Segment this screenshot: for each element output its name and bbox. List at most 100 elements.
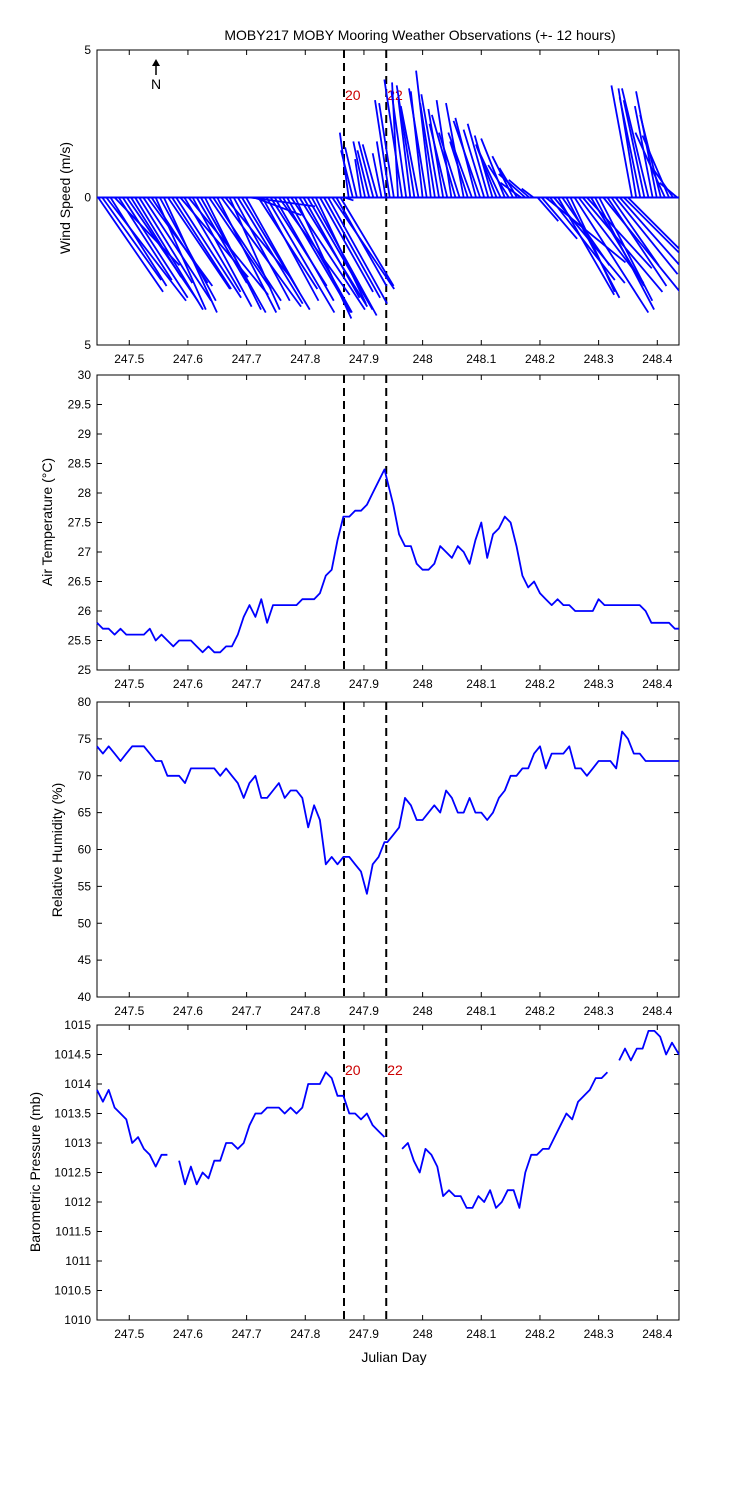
wind-stick — [378, 102, 395, 198]
wind-stick — [606, 197, 668, 287]
wind-stick — [569, 197, 616, 293]
panel-barometric-pressure: Barometric Pressure (mb) — [27, 1092, 43, 1252]
x-tick-label: 247.9 — [349, 352, 379, 366]
wind-stick — [352, 141, 366, 198]
wind-stick — [163, 197, 218, 313]
x-tick-label: 247.8 — [290, 677, 320, 691]
series-line — [178, 1071, 386, 1186]
wind-stick — [397, 100, 412, 198]
series-line — [401, 1071, 609, 1209]
wind-stick — [195, 197, 248, 284]
y-tick-label: 26.5 — [68, 575, 92, 589]
axes-box — [96, 701, 680, 998]
wind-stick — [623, 196, 679, 254]
wind-stick — [357, 141, 375, 198]
wind-stick — [447, 132, 473, 198]
wind-stick — [374, 100, 391, 198]
x-tick-label: 248.2 — [525, 677, 555, 691]
y-tick-label: 26 — [78, 604, 92, 618]
wind-stick — [431, 114, 457, 198]
wind-stick — [97, 196, 164, 293]
y-tick-label: 1012.5 — [54, 1166, 91, 1180]
y-tick-label: 29.5 — [68, 398, 92, 412]
x-tick-label: 247.8 — [290, 1327, 320, 1341]
x-tick-label: 247.9 — [349, 677, 379, 691]
humidity-ylabel: Relative Humidity (%) — [49, 783, 65, 918]
event-label: 20 — [345, 1062, 361, 1078]
wind-stick — [428, 123, 449, 198]
x-tick-label: 248.2 — [525, 352, 555, 366]
wind-stick — [371, 153, 383, 198]
y-tick-label: 27.5 — [68, 516, 92, 530]
y-tick-label: 5 — [84, 43, 91, 57]
y-tick-label: 70 — [78, 769, 92, 783]
wind-stick — [339, 197, 395, 287]
x-tick-label: 248.3 — [584, 1327, 614, 1341]
y-tick-label: 27 — [78, 545, 92, 559]
north-arrow: N — [151, 59, 161, 92]
wind-stick — [356, 150, 371, 198]
series-line — [96, 468, 679, 654]
wind-stick — [619, 196, 679, 266]
y-tick-label: 65 — [78, 806, 92, 820]
event-label: 22 — [387, 1062, 403, 1078]
panel-0-plot: 247.5 247.6 247.7 247.8 247.9 248 248.1 248.2 24… — [84, 43, 680, 366]
x-tick-label: 248 — [413, 677, 433, 691]
y-tick-label: 1010 — [64, 1313, 91, 1327]
wind-stick — [319, 197, 374, 293]
wind-stick — [306, 197, 374, 311]
y-tick-label: 50 — [78, 916, 92, 930]
x-tick-label: 248 — [413, 1004, 433, 1018]
x-tick-label: 248.1 — [466, 352, 496, 366]
x-tick-label: 247.6 — [173, 1327, 203, 1341]
wind-stick — [253, 196, 302, 217]
x-tick-label: 248.2 — [525, 1327, 555, 1341]
wind-stick — [602, 196, 679, 293]
y-tick-label: 1013 — [64, 1136, 91, 1150]
x-tick-label: 248.4 — [642, 677, 672, 691]
wind-stick — [344, 147, 358, 198]
y-tick-label: 80 — [78, 695, 92, 709]
y-tick-label: 1014 — [64, 1077, 91, 1091]
wind-stick — [536, 196, 559, 222]
x-tick-label: 248.4 — [642, 1004, 672, 1018]
series-line — [618, 1030, 680, 1062]
y-tick-label: 5 — [84, 338, 91, 352]
x-tick-label: 247.8 — [290, 1004, 320, 1018]
wind-stick — [142, 197, 212, 302]
y-tick-label: 1011.5 — [55, 1225, 91, 1239]
panel-air-temperature: Air Temperature (°C) — [39, 458, 55, 586]
wind-stick — [228, 197, 281, 310]
wind-stick — [521, 187, 535, 199]
y-tick-label: 40 — [78, 990, 92, 1004]
wind-stick — [618, 97, 642, 198]
wind-stick — [541, 196, 578, 240]
wind-stick — [204, 197, 262, 311]
wind-stick — [614, 196, 679, 275]
panel-1-plot: 247.5 247.6 247.7 247.8 247.9 248 248.1 248.2 24… — [68, 368, 680, 691]
wind-stick — [565, 197, 621, 299]
wind-sticks — [97, 70, 679, 319]
wind-stick — [105, 196, 187, 302]
wind-stick — [191, 197, 253, 308]
y-tick-label: 28.5 — [68, 457, 92, 471]
y-tick-label: 75 — [78, 732, 92, 746]
wind-stick — [658, 182, 678, 199]
wind-stick — [286, 197, 353, 313]
wind-stick — [294, 197, 353, 319]
wind-stick — [216, 197, 278, 313]
wind-stick — [419, 102, 436, 198]
wind-stick — [415, 70, 432, 198]
wind-stick — [109, 197, 168, 287]
wind-stick — [122, 197, 189, 299]
wind-stick — [335, 197, 388, 287]
wind-stick — [634, 132, 666, 198]
wind-stick — [154, 197, 207, 310]
y-tick-label: 60 — [78, 843, 92, 857]
wind-stick — [557, 197, 615, 296]
series-line — [96, 730, 679, 895]
y-tick-label: 45 — [78, 953, 92, 967]
wind-stick — [117, 197, 173, 281]
wind-stick — [610, 85, 633, 198]
